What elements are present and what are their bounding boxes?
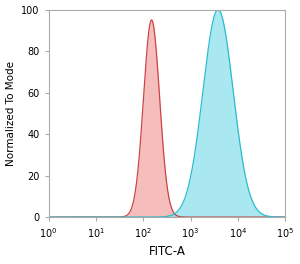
Y-axis label: Normalized To Mode: Normalized To Mode xyxy=(6,61,16,166)
X-axis label: FITC-A: FITC-A xyxy=(148,246,185,258)
